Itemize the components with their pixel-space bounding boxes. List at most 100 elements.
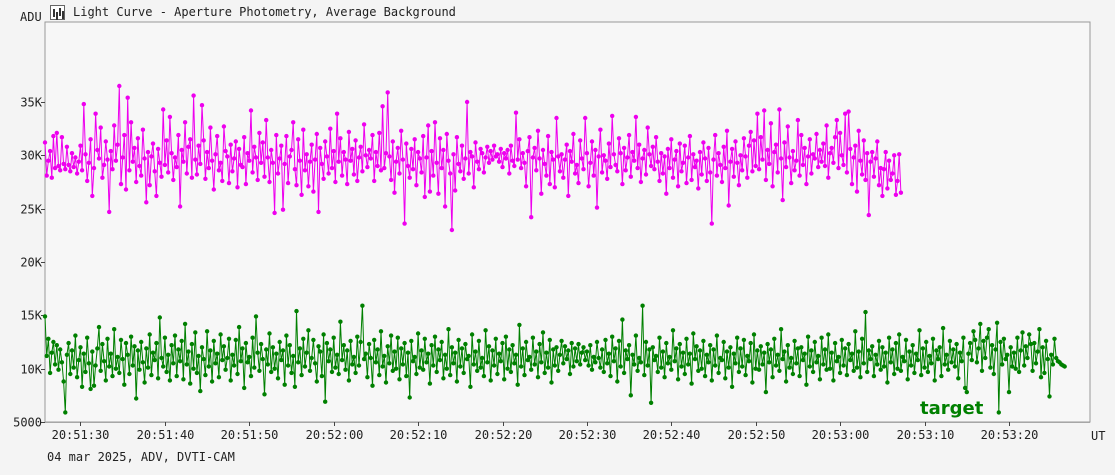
data-point xyxy=(547,337,552,343)
data-point xyxy=(549,149,554,155)
data-point xyxy=(61,379,66,384)
data-point xyxy=(476,338,482,344)
data-point xyxy=(372,178,377,184)
data-point xyxy=(437,136,443,141)
data-point xyxy=(708,170,713,175)
data-point xyxy=(865,151,870,156)
data-point xyxy=(179,338,184,344)
data-point xyxy=(287,343,292,348)
data-point xyxy=(713,132,718,138)
data-point xyxy=(215,133,220,139)
data-point xyxy=(809,171,814,176)
data-point xyxy=(228,142,233,147)
data-point xyxy=(949,360,954,365)
data-point xyxy=(1020,330,1025,335)
data-point xyxy=(849,351,855,356)
data-point xyxy=(552,363,557,368)
data-point xyxy=(804,181,809,187)
data-point xyxy=(213,152,218,157)
data-point xyxy=(302,364,308,369)
data-point xyxy=(98,125,103,130)
data-point xyxy=(1035,349,1040,354)
data-point xyxy=(643,172,649,177)
data-point xyxy=(471,362,476,367)
data-point xyxy=(358,339,363,345)
data-point xyxy=(59,135,65,140)
data-point xyxy=(529,367,534,372)
data-point xyxy=(204,149,210,155)
data-point xyxy=(495,152,500,157)
data-point xyxy=(280,348,286,353)
data-point xyxy=(198,388,203,394)
data-point xyxy=(527,354,532,360)
data-point xyxy=(275,171,281,176)
data-point xyxy=(927,353,932,359)
data-point xyxy=(409,338,414,344)
data-point xyxy=(650,345,655,350)
data-point xyxy=(383,151,389,156)
data-point xyxy=(115,354,120,360)
data-point xyxy=(64,352,70,357)
data-point xyxy=(886,158,892,163)
data-point xyxy=(304,152,309,157)
data-point xyxy=(762,350,767,355)
data-point xyxy=(873,352,878,357)
data-point xyxy=(843,111,848,116)
data-point xyxy=(277,156,282,161)
data-point xyxy=(101,162,107,168)
data-point xyxy=(535,128,541,133)
data-point xyxy=(196,143,201,148)
data-point xyxy=(635,165,640,171)
data-point xyxy=(540,147,546,153)
data-point xyxy=(797,173,802,178)
data-point xyxy=(674,346,679,351)
data-point xyxy=(539,360,544,365)
data-point xyxy=(993,347,998,352)
data-point xyxy=(637,142,642,147)
data-point xyxy=(1013,366,1018,371)
data-point xyxy=(306,328,311,333)
data-point xyxy=(821,141,826,146)
data-point xyxy=(201,356,206,362)
data-point xyxy=(365,164,370,170)
series-1 xyxy=(42,83,904,233)
data-point xyxy=(569,159,574,164)
data-point xyxy=(797,373,802,379)
data-point xyxy=(834,117,839,123)
data-point xyxy=(294,308,299,314)
data-point xyxy=(333,179,338,185)
data-point xyxy=(68,169,73,174)
data-point xyxy=(372,337,377,343)
data-point xyxy=(691,331,696,336)
data-point xyxy=(49,175,54,180)
data-point xyxy=(554,345,559,350)
data-point xyxy=(750,380,755,385)
y-tick-label: 25K xyxy=(20,203,42,217)
data-point xyxy=(284,133,289,139)
data-point xyxy=(139,339,144,345)
data-point xyxy=(741,337,747,343)
data-point xyxy=(461,370,466,376)
data-point xyxy=(841,363,846,368)
data-point xyxy=(456,161,461,167)
data-point xyxy=(117,83,122,89)
data-point xyxy=(404,373,409,379)
data-point xyxy=(468,384,473,389)
data-point xyxy=(638,360,644,365)
data-point xyxy=(397,171,402,176)
data-point xyxy=(100,341,105,347)
data-point xyxy=(885,186,890,191)
data-point xyxy=(309,355,314,361)
data-point xyxy=(1038,375,1044,380)
data-point xyxy=(182,120,188,125)
data-point xyxy=(599,170,605,175)
data-point xyxy=(740,168,745,173)
data-point xyxy=(466,171,471,176)
data-point xyxy=(454,135,460,140)
data-point xyxy=(427,381,433,386)
data-point xyxy=(719,357,725,363)
data-point xyxy=(567,148,573,154)
data-point xyxy=(231,363,237,368)
data-point xyxy=(363,153,368,158)
data-point xyxy=(442,204,448,209)
